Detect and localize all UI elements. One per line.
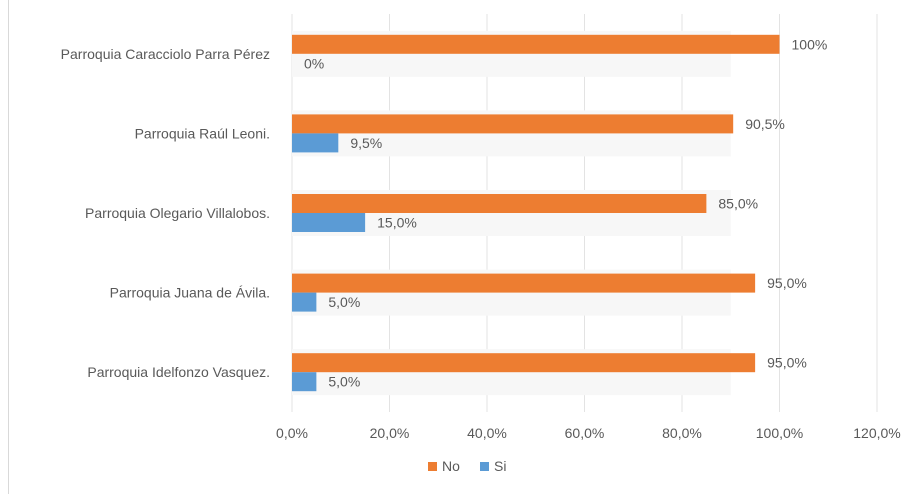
bar-si bbox=[292, 133, 339, 153]
legend-swatch-no bbox=[428, 462, 437, 471]
x-tick-label: 60,0% bbox=[565, 425, 605, 441]
data-label: 100% bbox=[792, 36, 828, 52]
category-label: Parroquia Raúl Leoni. bbox=[135, 125, 270, 141]
x-axis-tick-labels: 0,0% 20,0% 40,0% 60,0% 80,0% 100,0% 120,0% bbox=[276, 425, 901, 441]
category-label: Parroquia Olegario Villalobos. bbox=[85, 205, 270, 221]
bar-no bbox=[292, 353, 756, 373]
bar-no bbox=[292, 34, 780, 54]
data-label: 9,5% bbox=[350, 135, 382, 151]
data-label: 95,0% bbox=[767, 355, 807, 371]
x-tick-label: 120,0% bbox=[853, 425, 900, 441]
grid-lines bbox=[291, 14, 878, 412]
category-labels: Parroquia Caracciolo Parra Pérez Parroqui… bbox=[61, 46, 270, 380]
data-label: 0% bbox=[304, 55, 324, 71]
bar-si bbox=[292, 213, 366, 232]
data-label: 15,0% bbox=[377, 215, 417, 231]
bar-si bbox=[292, 292, 317, 312]
data-label: 90,5% bbox=[745, 116, 785, 132]
bar-si bbox=[292, 372, 317, 392]
bar-no bbox=[292, 273, 756, 293]
frame-border bbox=[8, 0, 9, 494]
x-tick-label: 20,0% bbox=[370, 425, 410, 441]
category-label: Parroquia Caracciolo Parra Pérez bbox=[61, 46, 270, 62]
legend-label-no: No bbox=[442, 458, 460, 474]
category-label: Parroquia Juana de Ávila. bbox=[110, 285, 270, 301]
legend-swatch-si bbox=[480, 462, 489, 471]
data-label: 5,0% bbox=[328, 374, 360, 390]
data-label: 5,0% bbox=[328, 294, 360, 310]
x-tick-label: 100,0% bbox=[756, 425, 803, 441]
category-label: Parroquia Idelfonzo Vasquez. bbox=[87, 364, 270, 380]
data-label: 95,0% bbox=[767, 275, 807, 291]
bar-no bbox=[292, 114, 734, 134]
x-tick-label: 40,0% bbox=[467, 425, 507, 441]
x-tick-label: 0,0% bbox=[276, 425, 308, 441]
legend: No Si bbox=[428, 458, 506, 474]
bars bbox=[292, 34, 780, 392]
x-tick-label: 80,0% bbox=[662, 425, 702, 441]
data-label: 85,0% bbox=[718, 196, 758, 212]
legend-label-si: Si bbox=[494, 458, 506, 474]
data-labels: 100% 0% 90,5% 9,5% 85,0% 15,0% 95,0% 5,0% 95,0% 5… bbox=[304, 36, 827, 389]
bar-no bbox=[292, 194, 707, 213]
